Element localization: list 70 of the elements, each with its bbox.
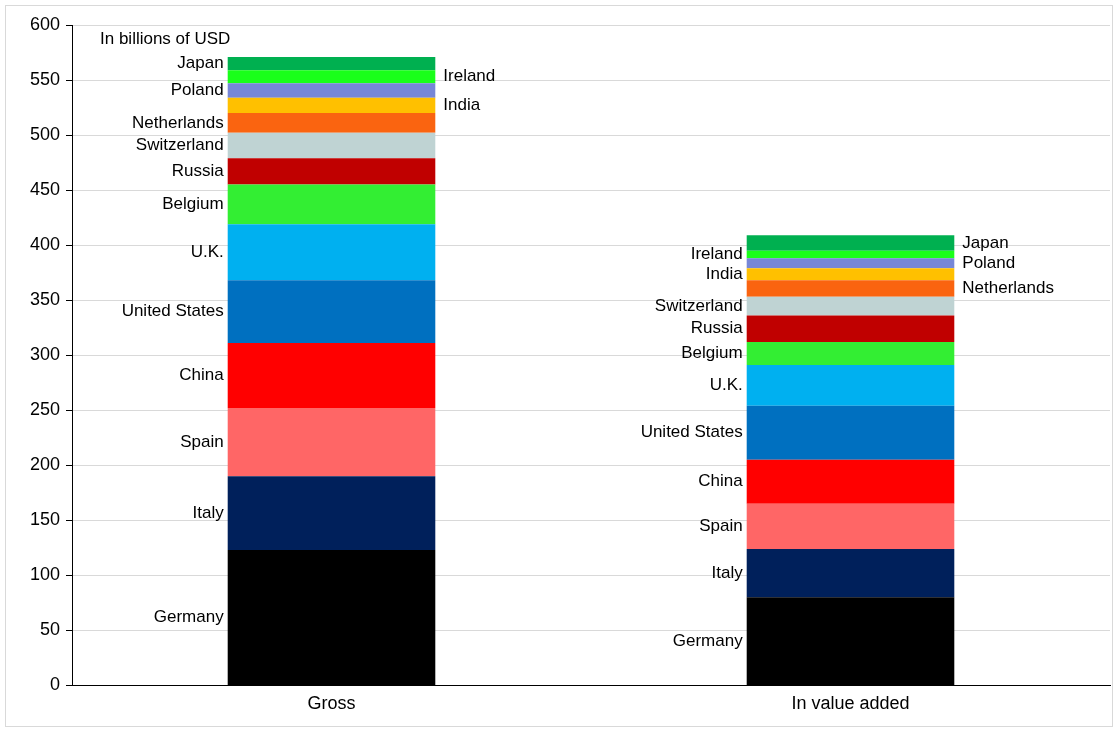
- text: Poland: [962, 252, 1016, 272]
- text: Ireland: [443, 66, 496, 86]
- bar: [227, 158, 436, 185]
- text: Switzerland: [654, 295, 743, 315]
- text: Belgium: [681, 343, 743, 363]
- x-tick-label: Gross: [307, 693, 356, 714]
- text: Netherlands: [962, 278, 1054, 298]
- series-label: Italy: [192, 502, 225, 522]
- bar: [746, 250, 955, 259]
- series-label: Poland: [170, 80, 224, 100]
- bar: [227, 280, 436, 344]
- y-tick-label: 150: [29, 509, 60, 530]
- text: Italy: [711, 562, 743, 582]
- series-label: Germany: [153, 607, 225, 627]
- bar: [746, 341, 955, 366]
- bar: [746, 315, 955, 342]
- series-label: Japan: [177, 53, 224, 73]
- bar: [746, 365, 955, 406]
- bar: [746, 503, 955, 549]
- text: Germany: [672, 630, 743, 650]
- series-label: China: [179, 365, 225, 385]
- series-label: Ireland: [690, 244, 743, 264]
- y-tick-label: 0: [49, 674, 60, 695]
- bar: [227, 476, 436, 551]
- bar: [746, 548, 955, 598]
- series-label: United States: [121, 301, 224, 321]
- y-tick-label: 50: [39, 619, 60, 640]
- bar: [227, 56, 436, 71]
- text: Russia: [690, 318, 743, 338]
- y-tick-label: 400: [29, 234, 60, 255]
- x-tick-label: In value added: [791, 693, 910, 714]
- bar: [746, 280, 955, 297]
- y-tick-label: 550: [29, 69, 60, 89]
- series-label: Spain: [180, 431, 224, 451]
- y-tick-label: 250: [29, 399, 60, 420]
- bar: [227, 224, 436, 281]
- bar: [746, 459, 955, 504]
- bar: [227, 70, 436, 84]
- bar: [746, 258, 955, 269]
- bar: [227, 83, 436, 98]
- bar: [746, 296, 955, 316]
- bar: [227, 343, 436, 409]
- bar: [227, 132, 436, 159]
- bar: [227, 113, 436, 133]
- y-tick-label: 500: [29, 124, 60, 145]
- series-label: Russia: [171, 161, 225, 181]
- bar: [227, 97, 436, 114]
- bar: [746, 235, 955, 251]
- y-tick-label: 450: [29, 179, 60, 200]
- bar: [227, 408, 436, 477]
- bar: [227, 184, 436, 225]
- text: India: [443, 95, 481, 115]
- series-label: Switzerland: [135, 135, 224, 155]
- series-label: India: [705, 263, 744, 283]
- bar: [746, 405, 955, 460]
- y-tick-label: 200: [29, 454, 60, 475]
- series-label: Belgium: [162, 194, 224, 214]
- series-label: U.K.: [190, 241, 224, 261]
- y-tick-label: 300: [29, 344, 60, 365]
- text: Spain: [699, 516, 743, 536]
- annotation: In billions of USD: [100, 28, 231, 48]
- series-label: Netherlands: [132, 112, 224, 132]
- bar: [746, 268, 955, 281]
- text: Japan: [962, 232, 1009, 252]
- text: U.K.: [709, 375, 743, 395]
- y-tick-label: 600: [29, 13, 60, 34]
- text: China: [698, 471, 743, 491]
- y-tick-label: 350: [29, 289, 60, 310]
- y-tick-label: 100: [29, 564, 60, 585]
- text: United States: [640, 422, 743, 442]
